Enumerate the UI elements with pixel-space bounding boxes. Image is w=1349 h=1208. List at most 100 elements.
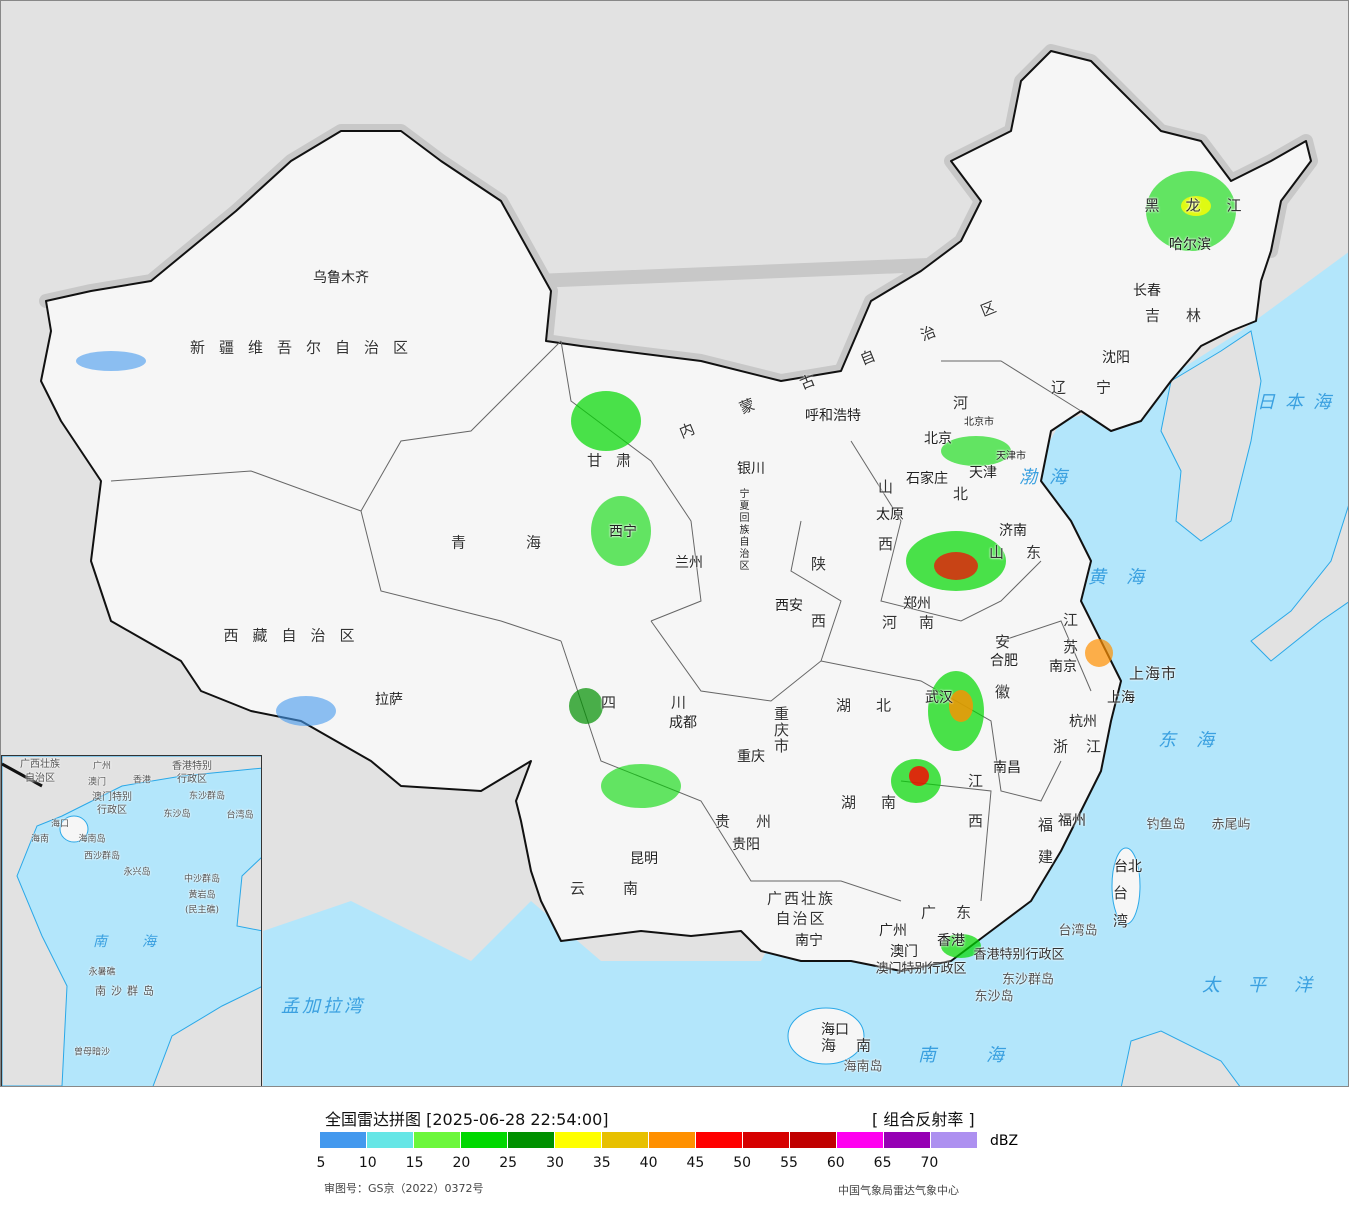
radar-map[interactable]: 乌鲁木齐 拉萨 西宁 兰州 银川 呼和浩特 北京 天津 石家庄 太原 济南 郑州… (0, 0, 1349, 1087)
color-swatch (790, 1132, 836, 1148)
city-label: 银川 (737, 461, 765, 477)
city-label: 杭州 (1069, 714, 1097, 730)
province-label: 辽宁 (1050, 378, 1142, 397)
sea-land-se (1120, 1030, 1241, 1086)
scale-tick-label: 55 (780, 1155, 798, 1171)
sea-label: 孟加拉湾 (281, 996, 365, 1017)
product-type: [ 组合反射率 ] (872, 1110, 975, 1129)
color-scale-ticks: 5 10 15 20 25 30 35 40 45 50 55 60 65 70 (317, 1155, 1020, 1173)
city-label: 贵阳 (732, 837, 760, 853)
korea-land (1160, 330, 1262, 542)
radar-echoes (76, 171, 1236, 958)
city-label: 沈阳 (1102, 350, 1130, 366)
province-label: 广西壮族 (766, 889, 836, 908)
sea-label: 南海 (918, 1045, 1054, 1066)
color-swatch (602, 1132, 648, 1148)
inset-label: 南沙群岛 (95, 984, 159, 998)
city-label: 合肥 (990, 653, 1018, 669)
province-borders (110, 340, 1092, 902)
inset-label: 香港 (132, 775, 152, 786)
province-label: 吉林 (1144, 306, 1228, 325)
city-label: 福州 (1058, 813, 1086, 829)
inset-label: 东沙群岛 (188, 791, 226, 802)
province-label: 江苏 (1063, 611, 1079, 656)
inset-label: 永暑礁 (88, 967, 116, 978)
province-label: 台湾 (1113, 884, 1129, 930)
color-swatch (931, 1132, 977, 1148)
province-label: 天津市 (996, 451, 1026, 462)
city-label: 北京 (924, 431, 952, 447)
inset-label: 东沙岛 (163, 809, 191, 820)
province-label: 贵州 (714, 812, 798, 831)
province-label: 广东 (920, 903, 992, 922)
city-label: 太原 (876, 507, 904, 523)
province-label: 安徽 (995, 633, 1011, 701)
province-label: 福建 (1038, 816, 1054, 866)
scale-tick-label: 20 (452, 1155, 471, 1171)
inset-label: 永兴岛 (123, 867, 151, 878)
island-label: 海南岛 (843, 1059, 883, 1075)
city-label: 西安 (775, 598, 803, 614)
city-label: 兰州 (675, 555, 703, 571)
color-swatch (367, 1132, 413, 1148)
city-label: 昆明 (630, 851, 658, 867)
province-label: 浙江 (1052, 737, 1120, 756)
scale-tick-label: 10 (358, 1155, 377, 1171)
inset-label: 广西壮族 (20, 759, 60, 770)
color-swatch (884, 1132, 930, 1148)
province-label: 香港特别行政区 (973, 947, 1065, 963)
city-label: 南昌 (993, 760, 1021, 776)
inset-label: 黄岩岛 (188, 890, 216, 901)
city-label: 香港 (937, 933, 965, 949)
province-label: 青海 (450, 533, 602, 552)
island-label: 赤尾屿 (1211, 817, 1251, 833)
color-swatch (696, 1132, 742, 1148)
sea-area (263, 252, 1348, 1086)
color-swatch (743, 1132, 789, 1148)
map-approval-number: 审图号：GS京（2022）0372号 (324, 1182, 484, 1195)
city-label: 哈尔滨 (1169, 237, 1211, 253)
city-label: 武汉 (925, 690, 953, 706)
color-swatch (414, 1132, 460, 1148)
city-label: 上海 (1107, 690, 1135, 706)
color-swatch (461, 1132, 507, 1148)
province-label: 宁夏回族自治区 (739, 489, 750, 572)
province-label: 西藏自治区 (223, 626, 369, 645)
inset-label: 海南 (30, 834, 50, 845)
city-label: 南宁 (795, 933, 823, 949)
province-label: 自治区 (775, 909, 827, 928)
province-label: 重庆市 (774, 705, 790, 755)
inset-label: 行政区 (97, 805, 127, 816)
inset-label: 澳门 (87, 777, 107, 788)
province-label: 陕西 (811, 555, 827, 630)
sea-label: 渤海 (1019, 467, 1079, 488)
scale-tick-label: 15 (405, 1155, 424, 1171)
inset-label: 中沙群岛 (183, 874, 221, 885)
sea-label: 东海 (1158, 730, 1234, 751)
inset-label: 海南岛 (78, 834, 106, 845)
city-label: 长春 (1133, 283, 1161, 299)
island-label: 东沙群岛 (1001, 972, 1055, 988)
color-swatch (320, 1132, 366, 1148)
inset-label: 自治区 (25, 773, 55, 784)
scale-tick-label: 70 (920, 1155, 939, 1171)
province-label: 湖南 (840, 793, 922, 812)
color-swatch (555, 1132, 601, 1148)
city-label: 石家庄 (906, 471, 948, 487)
color-swatch (508, 1132, 554, 1148)
city-label: 郑州 (903, 596, 931, 612)
scale-tick-label: 45 (686, 1155, 705, 1171)
legend-title: 全国雷达拼图 [2025-06-28 22:54:00] (325, 1110, 609, 1129)
province-label: 黑龙江 (1144, 196, 1268, 215)
taiwan-island (1111, 847, 1141, 925)
inset-label: 香港特别 (172, 761, 212, 772)
province-label: 澳门特别行政区 (875, 961, 967, 977)
island-label: 台湾岛 (1058, 923, 1098, 939)
hainan-island (787, 1007, 865, 1065)
city-label: 南京 (1049, 659, 1077, 675)
scale-tick-label: 65 (873, 1155, 892, 1171)
province-label: 海南 (820, 1036, 892, 1055)
province-label: 甘肃 (586, 451, 646, 470)
province-label: 河北 (953, 394, 969, 503)
province-label: 山东 (988, 543, 1064, 562)
